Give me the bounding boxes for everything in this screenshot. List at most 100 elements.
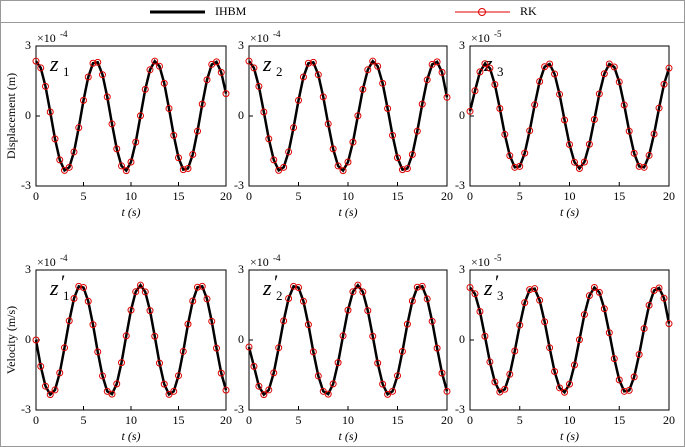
series-marker <box>250 362 258 370</box>
series-marker <box>160 79 168 87</box>
series-marker <box>194 283 201 291</box>
series-marker <box>56 156 64 164</box>
series-marker <box>245 343 253 351</box>
series-marker <box>521 149 529 157</box>
series-marker <box>141 288 149 296</box>
series-marker <box>329 380 337 388</box>
series-marker <box>122 167 130 175</box>
series-marker <box>433 58 441 66</box>
series-marker <box>94 58 102 66</box>
y-tick-label: 3 <box>459 38 465 52</box>
series-marker <box>270 156 278 164</box>
x-tick-label: 20 <box>441 413 453 427</box>
x-tick-label: 20 <box>220 413 232 427</box>
series-marker <box>42 82 49 90</box>
series-marker <box>580 311 588 319</box>
series-marker <box>418 100 426 108</box>
y-tick-label: 3 <box>238 262 244 276</box>
series-line <box>247 283 449 397</box>
series-marker <box>369 332 377 340</box>
panel-label-sub: 3 <box>497 64 504 79</box>
series-marker <box>156 62 163 70</box>
series-marker <box>299 297 307 305</box>
series-marker <box>491 81 499 88</box>
series-marker <box>466 284 474 291</box>
x-tick-label: 15 <box>173 413 185 427</box>
panel-label-sub: 3 <box>497 288 504 303</box>
series-marker <box>408 297 416 305</box>
series-marker <box>304 321 312 329</box>
series-marker <box>304 59 312 67</box>
series-marker <box>113 380 121 388</box>
series-marker <box>476 68 484 76</box>
series-marker <box>344 158 352 166</box>
series-marker <box>217 68 225 76</box>
panel-label-sub: 1 <box>63 64 70 79</box>
y-tick-label: -3 <box>21 402 31 416</box>
series-marker <box>285 294 293 302</box>
series-marker <box>566 140 573 148</box>
y-tick-label: -3 <box>234 178 244 192</box>
panel-label-sub: 2 <box>276 64 283 79</box>
series-marker <box>213 344 220 352</box>
series-marker <box>32 57 40 65</box>
series-marker <box>354 112 362 120</box>
x-tick-label: 10 <box>564 413 576 427</box>
series-marker <box>570 361 578 369</box>
series-marker <box>275 344 283 352</box>
series-marker <box>423 295 431 303</box>
series-marker <box>329 145 337 153</box>
series-marker <box>615 376 623 384</box>
series-marker <box>551 368 559 375</box>
x-axis-label: t (s) <box>122 429 141 443</box>
series-marker <box>132 138 140 146</box>
x-tick-label: 0 <box>467 413 473 427</box>
plot-area <box>35 45 227 187</box>
x-tick-label: 5 <box>296 189 302 203</box>
series-marker <box>635 350 643 358</box>
series-marker <box>501 130 509 138</box>
y-tick-label: 0 <box>238 332 244 346</box>
series-marker <box>245 57 253 65</box>
series-marker <box>285 148 293 156</box>
y-multiplier: ×10 <box>250 31 269 45</box>
series-marker <box>339 167 347 175</box>
x-tick-label: 20 <box>441 189 453 203</box>
series-marker <box>471 87 479 95</box>
series-marker <box>349 138 357 146</box>
series-marker <box>349 288 357 296</box>
series-marker <box>536 77 544 85</box>
series-marker <box>630 373 638 381</box>
series-marker <box>433 344 441 352</box>
series-marker <box>438 369 446 377</box>
series-marker <box>299 73 307 81</box>
series-marker <box>551 70 559 78</box>
series-marker <box>645 151 653 159</box>
y-tick-label: 0 <box>25 108 31 122</box>
series-marker <box>471 290 479 298</box>
y-multiplier: ×10 <box>37 255 56 269</box>
series-marker <box>175 372 182 380</box>
series-marker <box>526 286 534 294</box>
y-exponent: -4 <box>60 253 68 263</box>
series-marker <box>506 370 514 378</box>
series-marker <box>89 59 97 67</box>
series-marker <box>260 108 268 116</box>
series-marker <box>70 294 78 302</box>
panel-label: z <box>49 275 59 300</box>
series-marker <box>255 382 263 390</box>
series-marker <box>222 90 230 98</box>
series-line <box>34 283 228 397</box>
series-marker <box>319 93 327 101</box>
x-tick-label: 15 <box>613 413 625 427</box>
series-marker <box>51 135 59 143</box>
series-marker <box>413 127 421 135</box>
series-marker <box>496 105 504 113</box>
y-tick-label: -3 <box>234 402 244 416</box>
series-marker <box>165 105 173 113</box>
y-exponent: -4 <box>273 253 281 263</box>
y-multiplier: ×10 <box>471 31 490 45</box>
series-marker <box>486 358 494 366</box>
series-marker <box>408 151 416 158</box>
y-tick-label: 3 <box>459 262 465 276</box>
